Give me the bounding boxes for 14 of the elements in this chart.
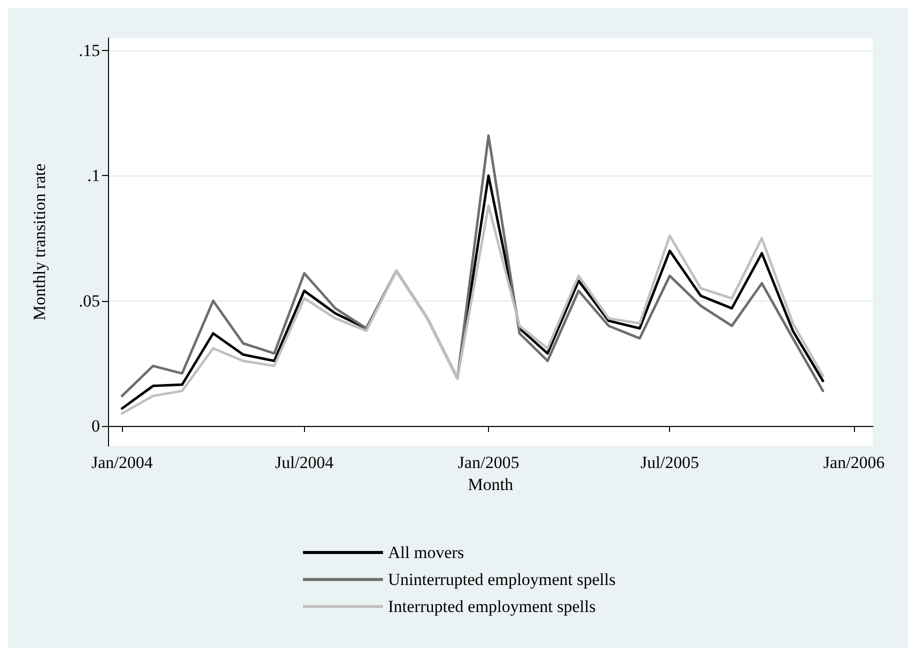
legend-label: Interrupted employment spells bbox=[388, 597, 596, 616]
x-tick-label: Jan/2004 bbox=[91, 453, 154, 472]
legend-label: Uninterrupted employment spells bbox=[388, 570, 616, 589]
x-tick-label: Jul/2005 bbox=[640, 453, 700, 472]
y-tick-label: 0 bbox=[92, 416, 100, 436]
y-axis-title: Monthly transition rate bbox=[30, 164, 49, 320]
legend-label: All movers bbox=[388, 543, 464, 562]
y-tick-label: .15 bbox=[78, 41, 100, 60]
y-tick-label: .1 bbox=[87, 166, 100, 186]
y-tick-label: .05 bbox=[78, 291, 100, 310]
x-axis-title: Month bbox=[468, 474, 514, 494]
x-tick-label: Jan/2006 bbox=[823, 453, 885, 472]
x-tick-label: Jan/2005 bbox=[458, 453, 520, 472]
x-tick-label: Jul/2004 bbox=[274, 453, 334, 472]
